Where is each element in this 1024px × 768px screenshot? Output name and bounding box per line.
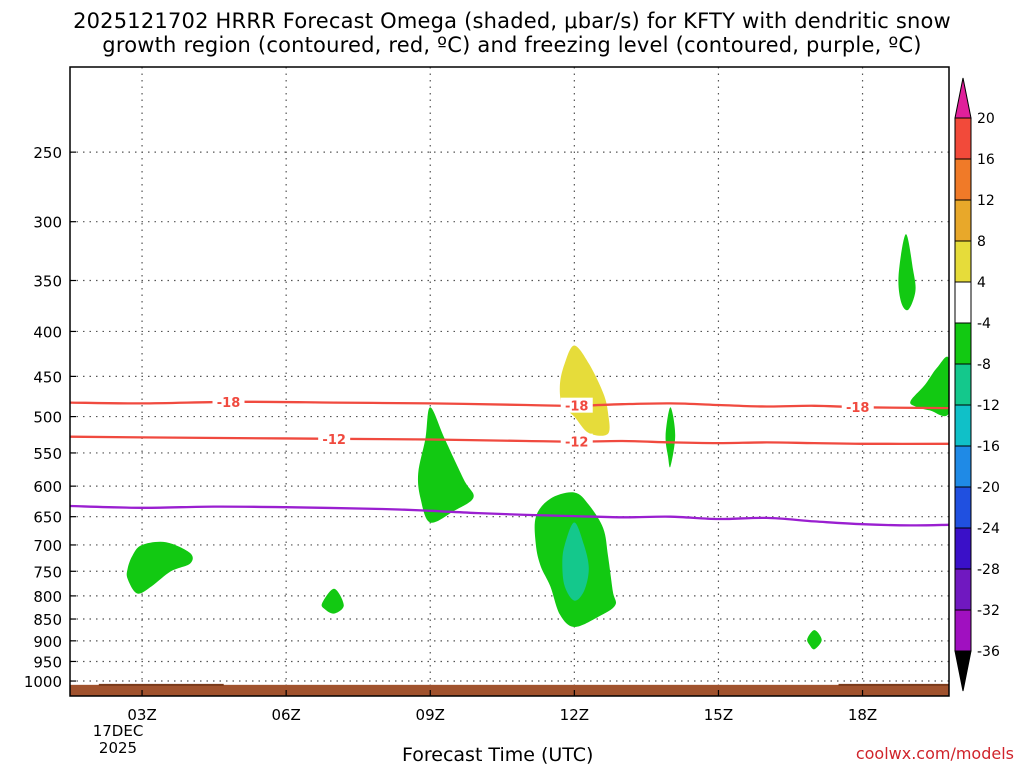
colorbar-label-5: -4: [977, 316, 991, 332]
x-tick-label-03Z: 03Z: [127, 706, 156, 724]
y-tick-label-850: 850: [33, 611, 62, 629]
omega-shade-region-7: [665, 407, 676, 468]
colorbar-swatch-10: [954, 486, 972, 529]
colorbar-label-9: -20: [977, 480, 1000, 496]
y-tick-label-350: 350: [33, 273, 62, 291]
colorbar-swatch-3: [954, 199, 972, 242]
y-tick-label-250: 250: [33, 144, 62, 162]
y-tick-label-800: 800: [33, 588, 62, 606]
colorbar-bottom-triangle: [954, 650, 972, 692]
omega-shade-region-1: [126, 541, 193, 594]
colorbar-swatch-1: [954, 117, 972, 160]
y-tick-label-700: 700: [33, 537, 62, 555]
colorbar-label-6: -8: [977, 357, 991, 373]
contour-label-1-2: -18: [565, 400, 589, 415]
colorbar-swatch-12: [954, 568, 972, 611]
x-tick-label-15Z: 15Z: [704, 706, 733, 724]
omega-shade-region-9: [898, 234, 916, 311]
colorbar-label-10: -24: [977, 521, 1000, 537]
colorbar-label-8: -16: [977, 439, 1000, 455]
plot-area: -18 -18 -18 -12 -12 250 300 350 400 450 500 550 600 6…: [24, 66, 950, 724]
date-label-year: 2025: [98, 739, 138, 757]
colorbar-label-12: -32: [977, 603, 1000, 619]
colorbar-label-11: -28: [977, 562, 1000, 578]
plot-frame: [69, 66, 950, 697]
ground-layer: [70, 684, 949, 696]
omega-shade-region-6: [562, 522, 589, 601]
colorbar-swatch-13: [954, 609, 972, 652]
colorbar-swatch-9: [954, 445, 972, 488]
colorbar-label-0: 20: [977, 111, 995, 127]
x-axis-title: Forecast Time (UTC): [402, 744, 594, 766]
colorbar-top-triangle: [954, 77, 972, 119]
colorbar-label-7: -12: [977, 398, 1000, 414]
omega-shade-region-2: [321, 588, 344, 614]
y-tick-label-900: 900: [33, 633, 62, 651]
colorbar-swatch-2: [954, 158, 972, 201]
y-tick-label-650: 650: [33, 509, 62, 527]
omega-shade-region-3: [417, 407, 474, 523]
y-tick-label-500: 500: [33, 409, 62, 427]
y-tick-label-550: 550: [33, 445, 62, 463]
omega-shade-region-8: [807, 630, 822, 650]
y-tick-label-750: 750: [33, 563, 62, 581]
colorbar-swatch-5: [954, 281, 972, 324]
y-tick-label-450: 450: [33, 368, 62, 386]
contour-label-bg-1-2: [560, 397, 593, 413]
contour-label-2-2: -12: [565, 436, 589, 451]
y-tick-label-300: 300: [33, 214, 62, 232]
contour-label-1-1: -18: [217, 396, 241, 411]
contour-line-1: [70, 400, 949, 410]
x-tick-label-18Z: 18Z: [848, 706, 877, 724]
x-tick-label-09Z: 09Z: [416, 706, 445, 724]
contour-label-1-3: -18: [846, 401, 870, 416]
colorbar-label-13: -36: [977, 644, 1000, 660]
contour-line-2: [70, 435, 949, 445]
contour-label-bg-1-1: [212, 393, 245, 409]
contour-label-bg-2-1: [318, 430, 351, 446]
colorbar-swatch-4: [954, 240, 972, 283]
y-tick-label-400: 400: [33, 323, 62, 341]
colorbar: 20 16 12 8 4 -4 -8 -12 -16 -20 -24 -28 -32 -36: [954, 77, 1000, 692]
chart-title-line-1: 2025121702 HRRR Forecast Omega (shaded, …: [73, 9, 951, 33]
omega-shade-region-4: [559, 345, 610, 436]
contour-label-2-1: -12: [322, 433, 346, 448]
credit-text[interactable]: coolwx.com/models: [855, 744, 1014, 763]
y-tick-label-600: 600: [33, 478, 62, 496]
y-tick-label-950: 950: [33, 653, 62, 671]
contour-label-bg-2-2: [560, 433, 593, 449]
colorbar-swatch-11: [954, 527, 972, 570]
chart-title-line-2: growth region (contoured, red, ºC) and f…: [102, 33, 922, 57]
colorbar-label-2: 12: [977, 193, 995, 209]
colorbar-label-3: 8: [977, 234, 986, 250]
omega-shade-region-10: [910, 356, 949, 417]
date-label-day: 17DEC: [92, 722, 144, 740]
data-layer: -18 -18 -18 -12 -12: [70, 234, 949, 696]
x-tick-label-06Z: 06Z: [271, 706, 300, 724]
contour-label-bg-1-3: [841, 399, 874, 415]
colorbar-swatch-7: [954, 363, 972, 406]
colorbar-label-1: 16: [977, 152, 995, 168]
x-tick-label-12Z: 12Z: [560, 706, 589, 724]
colorbar-swatch-8: [954, 404, 972, 447]
colorbar-swatch-6: [954, 322, 972, 365]
y-tick-label-1000: 1000: [24, 673, 62, 691]
colorbar-label-4: 4: [977, 275, 986, 291]
contour-line-3: [70, 504, 949, 527]
